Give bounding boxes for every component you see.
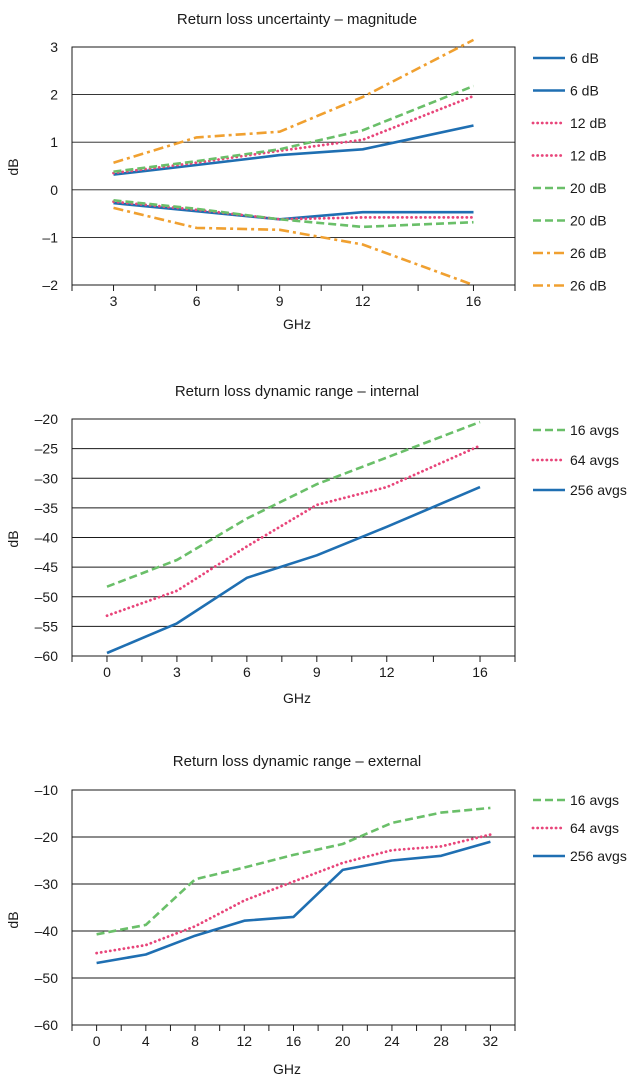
chart-dynamic-range-internal: Return loss dynamic range – internal GHz… [5,383,627,706]
legend-label: 6 dB [570,50,599,66]
y-axis-label: dB [5,911,21,928]
series-line [112,94,475,175]
x-tick-label: 12 [355,293,371,309]
series-line [112,200,475,221]
y-tick-label: –30 [35,876,59,892]
y-tick-label: –10 [35,782,59,798]
series-line [113,84,474,173]
x-tick-label: 24 [384,1033,400,1049]
series-line [95,833,492,955]
series-line [113,124,474,176]
y-tick-label: –55 [35,618,59,634]
legend-label: 20 dB [570,180,607,196]
x-tick-label: 16 [472,664,488,680]
legend-label: 12 dB [570,115,607,131]
y-tick-label: 3 [50,39,58,55]
legend-label: 26 dB [570,278,607,294]
chart-title: Return loss dynamic range – external [173,753,421,770]
chart-uncertainty-magnitude: Return loss uncertainty – magnitude GHz … [5,11,607,332]
series-line [113,38,475,164]
x-tick-label: 32 [483,1033,499,1049]
y-tick-label: –35 [35,500,59,516]
series-line [113,199,474,229]
y-axis-label: dB [5,158,21,175]
x-axis-label: GHz [283,316,311,332]
series-line [113,206,474,287]
x-tick-label: 0 [103,664,111,680]
x-tick-label: 3 [110,293,118,309]
series-line [105,444,482,618]
legend-label: 12 dB [570,148,607,164]
legend-label: 26 dB [570,245,607,261]
x-tick-label: 20 [335,1033,351,1049]
y-tick-label: –20 [35,829,59,845]
series-line [106,485,481,655]
y-tick-label: 1 [50,134,58,150]
x-tick-label: 16 [466,293,482,309]
legend-label: 256 avgs [570,482,627,498]
x-tick-label: 8 [191,1033,199,1049]
y-tick-label: 2 [50,87,58,103]
plot-frame [71,789,516,1026]
x-tick-label: 28 [433,1033,449,1049]
y-tick-label: –45 [35,559,59,575]
legend-label: 64 avgs [570,820,619,836]
series-line [106,420,481,588]
legend-label: 6 dB [570,83,599,99]
chart-plot-area: 3 2 1 0 –1 –2 3 6 9 12 16 6 dB 6 dB 12 dB 12 dB 20 dB 20… [42,38,607,309]
y-tick-label: –40 [35,923,59,939]
x-tick-label: 6 [243,664,251,680]
x-axis-label: GHz [273,1061,301,1077]
y-tick-label: –20 [35,411,59,427]
series-line [96,806,491,936]
y-tick-label: –60 [35,648,59,664]
x-tick-label: 9 [313,664,321,680]
legend-label: 16 avgs [570,792,619,808]
y-tick-label: –40 [35,530,59,546]
y-tick-label: –25 [35,441,59,457]
x-tick-label: 12 [236,1033,252,1049]
x-tick-label: 12 [379,664,395,680]
chart-title: Return loss uncertainty – magnitude [177,11,417,28]
y-tick-label: –1 [42,229,58,245]
x-axis-label: GHz [283,690,311,706]
x-tick-label: 9 [276,293,284,309]
series-line [113,201,474,221]
y-tick-label: –2 [42,277,58,293]
x-tick-label: 4 [142,1033,150,1049]
series-line [96,840,491,965]
x-tick-label: 0 [93,1033,101,1049]
y-tick-label: –50 [35,970,59,986]
chart-plot-area: –20 –25 –30 –35 –40 –45 –50 –55 –60 0 3 6 9 12 16 16 av… [35,411,627,680]
legend-label: 256 avgs [570,848,627,864]
y-axis-label: dB [5,530,21,547]
x-tick-label: 6 [193,293,201,309]
plot-frame [71,46,516,286]
y-tick-label: –60 [35,1017,59,1033]
x-tick-label: 3 [173,664,181,680]
plot-frame [71,418,516,657]
chart-plot-area: –10 –20 –30 –40 –50 –60 0 4 8 12 16 20 24 28 32 16 avgs… [35,782,627,1049]
legend-label: 16 avgs [570,422,619,438]
x-tick-label: 16 [286,1033,302,1049]
legend-label: 20 dB [570,213,607,229]
y-tick-label: 0 [50,182,58,198]
chart-title: Return loss dynamic range – internal [175,383,419,400]
y-tick-label: –50 [35,589,59,605]
chart-dynamic-range-external: Return loss dynamic range – external GHz… [5,753,627,1077]
legend-label: 64 avgs [570,452,619,468]
y-tick-label: –30 [35,470,59,486]
